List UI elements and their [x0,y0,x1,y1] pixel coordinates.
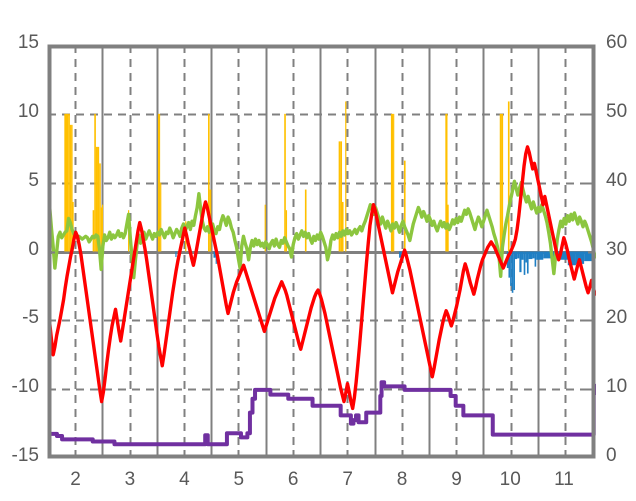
left-tick-label: 10 [17,100,39,122]
bar [536,251,544,260]
bar [304,189,307,252]
bar [208,113,210,252]
bar [72,201,74,252]
bar [534,251,537,267]
bar [532,251,535,259]
bar [517,251,520,259]
x-tick-label: 5 [233,469,245,490]
bar [584,251,593,262]
bar [399,251,402,258]
bar [508,251,511,278]
left-tick-label: 0 [28,238,39,260]
right-tick-label: 60 [606,32,628,53]
left-tick-label: 15 [17,32,39,53]
precipitation-bars [64,101,510,252]
bar [393,113,395,252]
bar [525,251,527,263]
right-tick-label: 30 [606,238,628,260]
bar [575,251,585,264]
bar [285,210,288,252]
bar [510,251,512,286]
bar [97,146,100,252]
bar [526,251,529,274]
bar [519,251,522,273]
red-line [46,145,597,411]
left-tick-label: -5 [22,307,39,329]
bar [92,210,95,252]
left-tick-label: 5 [28,169,39,191]
snow-depth-line [46,380,597,447]
right-tick-label: 40 [606,169,628,191]
clip-bottom [0,459,636,501]
bar [523,251,526,275]
bar [94,113,96,252]
x-tick-label: 9 [451,469,462,490]
bar [567,251,576,266]
bar [528,251,533,260]
bar [559,251,568,260]
bar [507,101,510,252]
x-tick-label: 11 [554,469,574,490]
bar [340,141,343,252]
bar [66,113,69,252]
bar [341,201,344,252]
green-line [46,179,597,280]
x-tick-label: 2 [70,469,81,490]
bar [390,113,394,252]
clip-right [596,0,636,501]
bar [284,113,286,252]
bar [69,124,72,252]
bar [345,101,347,252]
bar [513,251,515,291]
x-tick-label: 10 [499,469,521,490]
clip-left [0,0,48,501]
right-tick-label: 20 [606,307,628,329]
clip-top [0,0,636,45]
bar [68,113,70,252]
right-tick-label: 0 [606,445,617,466]
bar [157,113,161,252]
x-tick-label: 4 [179,469,190,490]
bar [64,113,67,252]
bar [403,160,406,252]
bar [101,204,104,252]
x-tick-label: 6 [287,469,299,490]
bar [514,251,518,260]
bar [71,124,73,252]
bar [501,113,504,252]
bar [338,141,341,252]
bar [99,163,101,252]
bar [511,251,514,293]
bar [95,146,98,252]
left-tick-label: -15 [11,445,39,466]
right-tick-label: 50 [606,100,628,122]
x-tick-label: 3 [124,469,136,490]
bar [445,113,448,252]
left-tick-label: -10 [11,376,39,398]
bar [264,204,266,252]
bar [543,251,552,259]
bar [521,251,524,260]
bar [213,251,216,258]
right-tick-label: 10 [606,376,628,398]
bar [100,207,102,252]
x-tick-label: 8 [396,469,408,490]
bar [499,113,502,252]
bar [160,182,162,252]
x-tick-label: 7 [342,469,353,490]
bar [175,251,177,258]
